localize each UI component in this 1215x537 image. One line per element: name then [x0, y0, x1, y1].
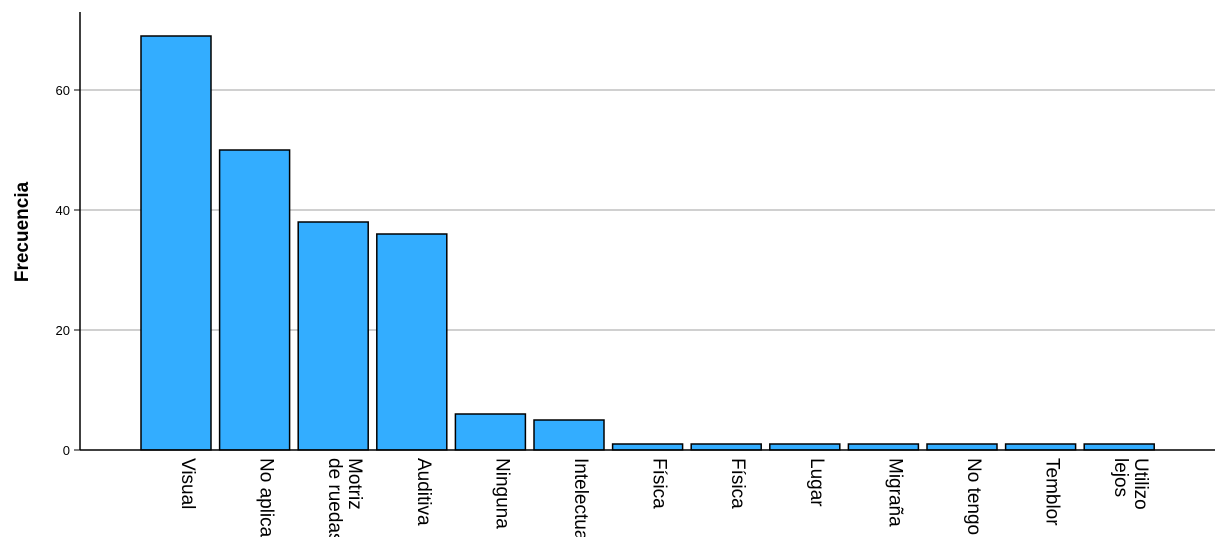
- y-tick-labels: 0 20 40 60: [56, 83, 70, 458]
- bar: [1083, 443, 1155, 451]
- y-tick-label: 20: [56, 323, 70, 338]
- x-tick-label: Física: [727, 458, 748, 509]
- x-tick-label: Ninguna: [491, 458, 512, 529]
- x-tick-label: Temblor: [1042, 458, 1063, 526]
- bar: [454, 413, 527, 451]
- bar: [690, 443, 762, 451]
- x-tick-label: Utilizo: [1130, 458, 1151, 510]
- x-tick-label: No aplica: [256, 458, 277, 537]
- bar: [140, 35, 212, 451]
- x-tick-label: Migraña: [884, 458, 905, 527]
- y-tick-label: 40: [56, 203, 70, 218]
- x-tick-label: Intelectual: [570, 458, 591, 537]
- x-tick-label: Física: [649, 458, 670, 509]
- x-tick-label: lejos: [1110, 458, 1131, 497]
- x-tick-label: de ruedas: [324, 458, 345, 537]
- bar: [769, 443, 841, 451]
- bar: [611, 443, 684, 451]
- bars: [140, 35, 1155, 451]
- bar: [376, 233, 448, 451]
- bar: [847, 443, 920, 451]
- x-tick-label: Lugar: [806, 458, 827, 507]
- bar: [218, 149, 291, 451]
- bar: [297, 221, 369, 451]
- axes: [74, 12, 1215, 451]
- bar: [926, 443, 998, 451]
- bar: [1004, 443, 1077, 451]
- bar: [533, 419, 605, 451]
- x-tick-label: Visual: [177, 458, 198, 509]
- y-axis-label: Frecuencia: [12, 181, 33, 282]
- x-tick-label: Auditiva: [413, 458, 434, 526]
- y-tick-label: 60: [56, 83, 70, 98]
- x-tick-label: No tengo: [963, 458, 984, 535]
- y-tick-label: 0: [63, 443, 70, 458]
- x-tick-label: Motriz: [344, 458, 365, 510]
